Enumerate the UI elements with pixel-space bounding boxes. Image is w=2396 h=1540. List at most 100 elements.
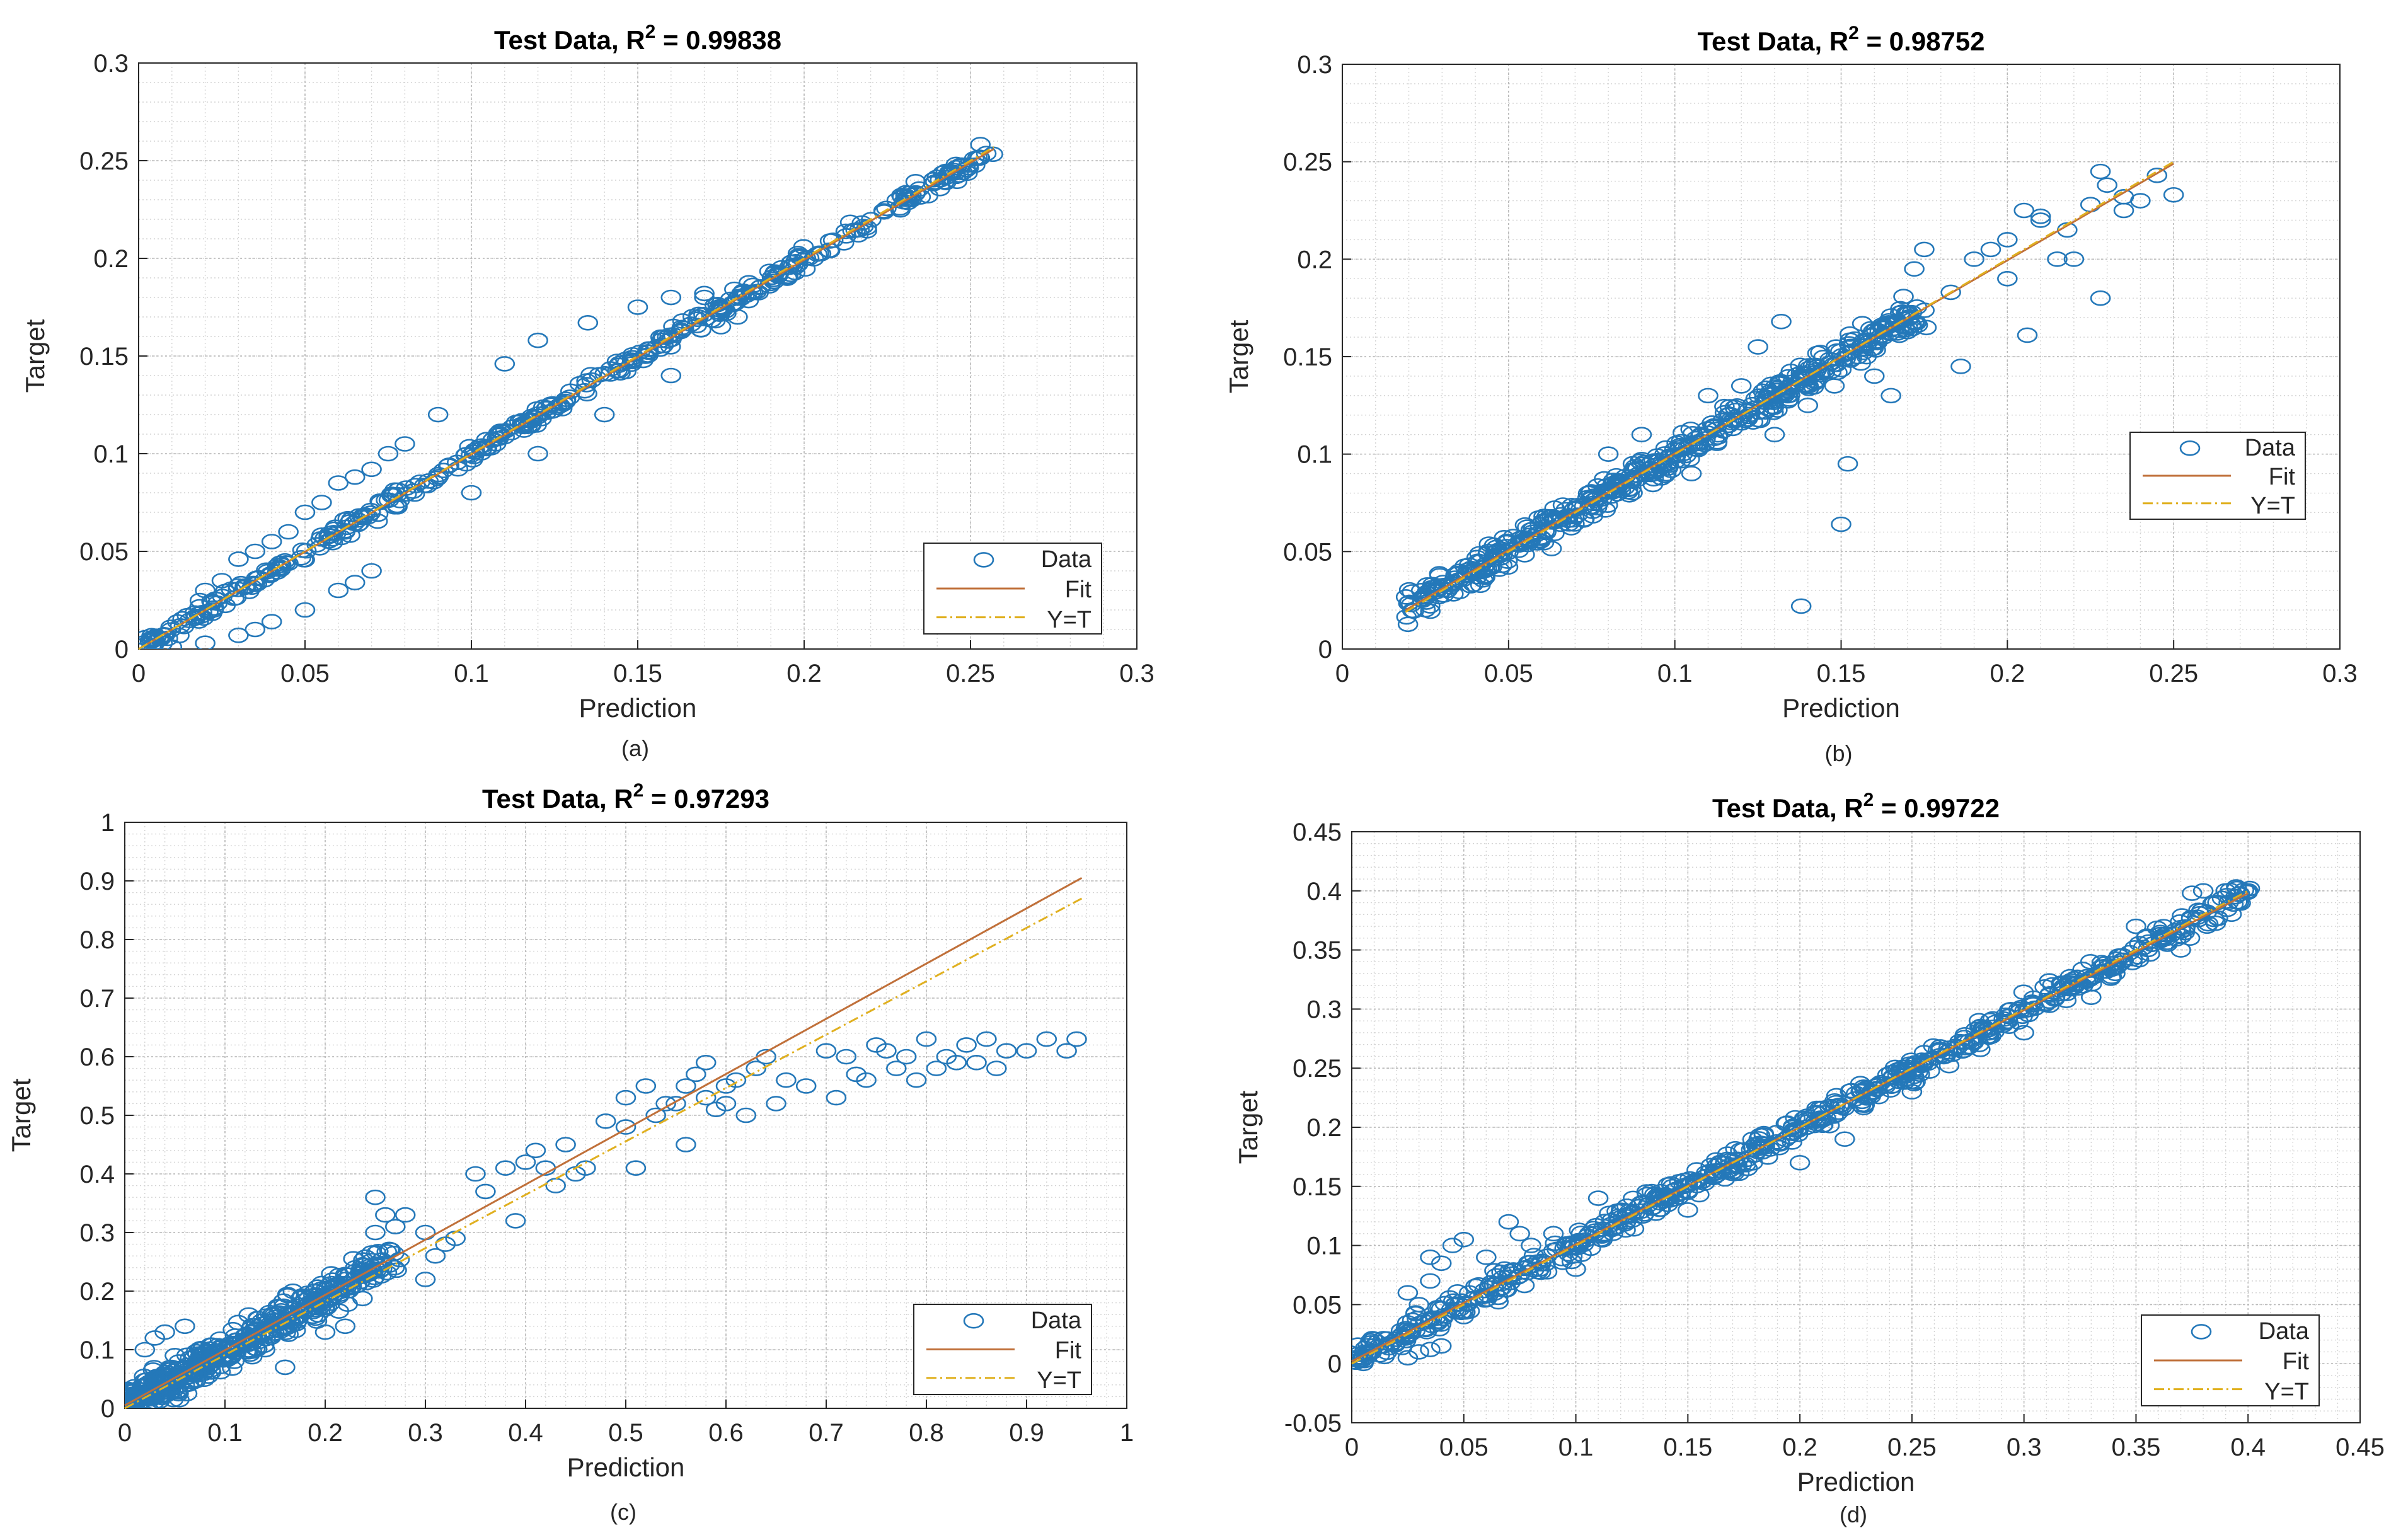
data-point [2056,992,2077,1009]
y-tick-label: 0.1 [79,1336,115,1364]
data-point [2076,968,2097,985]
x-tick-label: 0.2 [786,660,822,687]
data-point [760,275,781,292]
data-point [321,1284,343,1301]
data-point [465,1166,486,1182]
data-point [1431,1255,1452,1272]
panel-caption: (c) [610,1499,636,1525]
data-point [600,366,621,382]
chart-title-superscript: 2 [645,21,656,42]
data-point [2047,251,2068,267]
data-point [241,1343,263,1359]
y-axis-label: Target [20,319,50,393]
data-point [2038,987,2059,1004]
y-tick-label: 0.1 [1306,1233,1342,1260]
y-tick-label: 1 [101,809,115,837]
data-point [311,495,332,510]
data-point [228,582,249,597]
data-point [635,1078,657,1094]
data-point [1587,1190,1609,1206]
data-point [456,447,477,463]
data-point [1598,446,1619,462]
data-point [437,458,459,474]
data-point [660,367,682,384]
data-point [1870,1074,1891,1091]
chart-title-superscript: 2 [633,780,644,801]
y-tick-label: 0.05 [1283,538,1332,566]
data-point [1863,368,1885,384]
data-point [1797,1114,1818,1130]
data-point [1901,1084,1923,1100]
data-point [1764,427,1785,443]
data-point [826,1089,847,1106]
y-tick-label: 0.35 [1293,937,1342,965]
data-point [2090,163,2111,180]
x-tick-label: 0.05 [280,660,330,687]
data-point [384,1260,405,1276]
data-point [1474,1282,1495,1299]
data-point [1777,393,1799,409]
data-point [657,333,678,349]
y-tick-label: 0.4 [79,1161,115,1188]
data-point [328,582,349,599]
data-point [2126,918,2146,934]
y-tick-label: 0.2 [79,1278,115,1306]
data-point [261,614,282,629]
data-point [2170,942,2191,958]
chart-title: Test Data, R2 = 0.99838 [494,21,781,55]
y-tick-label: 0.05 [79,538,129,566]
data-point [621,350,643,365]
legend-label: Data [2259,1318,2310,1345]
data-point [248,570,269,586]
data-point [222,1360,243,1376]
data-point [1731,378,1752,394]
data-point [377,445,399,462]
legend: Data Fit Y=T [2141,1314,2320,1406]
data-point [1509,1226,1530,1242]
data-point [2237,883,2259,899]
panel-caption: (a) [621,735,649,761]
data-point [660,289,682,306]
data-point [996,1043,1017,1059]
data-point [348,508,369,524]
data-point [625,1160,647,1176]
data-point [1420,1342,1441,1357]
data-point [676,1078,696,1094]
data-point [270,557,292,573]
x-axis-label: Prediction [579,693,697,723]
data-point [665,1096,686,1112]
data-point [1837,456,1858,472]
chart-title-superscript: 2 [1848,23,1859,43]
data-point [278,524,299,540]
x-tick-label: 0.9 [1009,1419,1044,1447]
data-point [2192,883,2214,899]
x-tick-label: 0 [1345,1434,1359,1461]
data-point [2140,946,2160,962]
data-point [1476,1250,1497,1265]
data-point [693,307,714,323]
data-point [1997,270,2018,287]
data-point [1521,1238,1541,1253]
data-point [1670,434,1691,450]
data-point [2072,962,2094,977]
data-point [627,299,648,315]
data-point [348,515,370,532]
x-tick-label: 0.2 [1990,660,2025,687]
y-tick-label: 0.2 [93,245,129,273]
y-tick-label: 0.1 [1297,441,1332,469]
data-point [141,1406,153,1408]
data-point [1530,1264,1552,1280]
data-point [1397,1315,1418,1331]
x-tick-label: 0.1 [207,1419,243,1447]
chart-title-text: Test Data, R [1698,26,1849,56]
data-point [274,553,296,569]
data-point [335,1318,356,1335]
data-point [175,1318,195,1335]
data-point [267,561,289,577]
x-axis-label: Prediction [1797,1467,1915,1497]
data-point [2113,202,2134,219]
data-point [328,1303,350,1319]
data-point [1766,1134,1787,1150]
data-point [1698,388,1719,404]
data-point [710,319,732,335]
